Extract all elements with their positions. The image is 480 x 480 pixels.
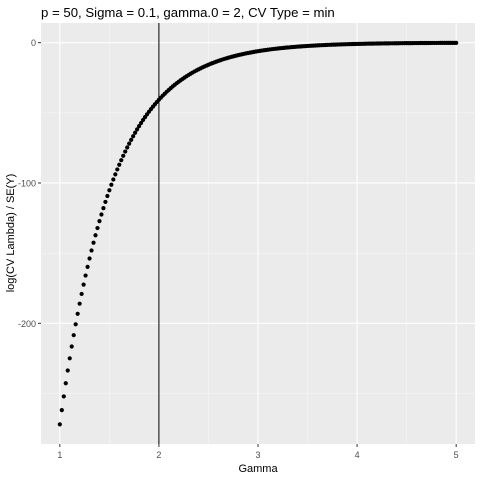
data-point	[111, 177, 116, 182]
data-point	[75, 311, 80, 316]
x-tick-label: 3	[255, 450, 260, 460]
data-point	[103, 199, 108, 205]
y-tick-label: -200	[18, 319, 36, 329]
data-point	[63, 381, 68, 386]
data-point	[454, 40, 459, 45]
data-point	[121, 153, 126, 158]
y-tick-label: 0	[31, 38, 36, 48]
data-point	[79, 291, 84, 297]
x-tick-label: 5	[454, 450, 459, 460]
data-point	[99, 212, 104, 217]
data-point	[107, 188, 112, 193]
data-point	[93, 233, 98, 238]
data-point	[131, 134, 136, 139]
data-point	[127, 141, 132, 146]
data-point	[115, 167, 120, 172]
data-point	[123, 149, 128, 154]
data-point	[77, 301, 82, 306]
data-point	[85, 264, 90, 269]
data-points	[57, 40, 459, 427]
y-axis-ticks: 0 -100 -200	[18, 38, 41, 329]
y-tick-label: -100	[18, 178, 36, 188]
data-point	[59, 408, 64, 413]
data-point	[113, 172, 118, 177]
x-tick-label: 1	[57, 450, 62, 460]
data-point	[87, 256, 92, 261]
data-point	[65, 368, 70, 373]
y-axis-label: log(CV Lambda) / SE(Y)	[5, 174, 17, 293]
data-point	[138, 120, 144, 126]
chart-title: p = 50, Sigma = 0.1, gamma.0 = 2, CV Typ…	[41, 5, 335, 20]
data-point	[109, 182, 114, 187]
data-point	[69, 344, 74, 349]
data-point	[73, 322, 78, 327]
data-point	[97, 219, 102, 224]
data-point	[125, 145, 130, 150]
x-axis-label: Gamma	[238, 463, 278, 475]
data-point	[137, 124, 142, 129]
x-tick-label: 2	[156, 450, 161, 460]
data-point	[101, 205, 106, 211]
data-point	[61, 394, 66, 399]
x-tick-label: 4	[355, 450, 360, 460]
data-point	[57, 422, 62, 427]
data-point	[105, 193, 110, 199]
data-point	[67, 356, 72, 361]
data-point	[71, 333, 76, 338]
data-point	[117, 162, 122, 167]
data-point	[95, 225, 100, 231]
x-axis-ticks: 1 2 3 4 5	[57, 444, 459, 460]
data-point	[91, 240, 96, 245]
data-point	[119, 158, 124, 163]
data-point	[89, 248, 94, 253]
data-point	[129, 137, 134, 142]
data-point	[133, 130, 138, 135]
data-point	[83, 273, 88, 278]
data-point	[135, 127, 140, 132]
data-point	[81, 282, 86, 287]
